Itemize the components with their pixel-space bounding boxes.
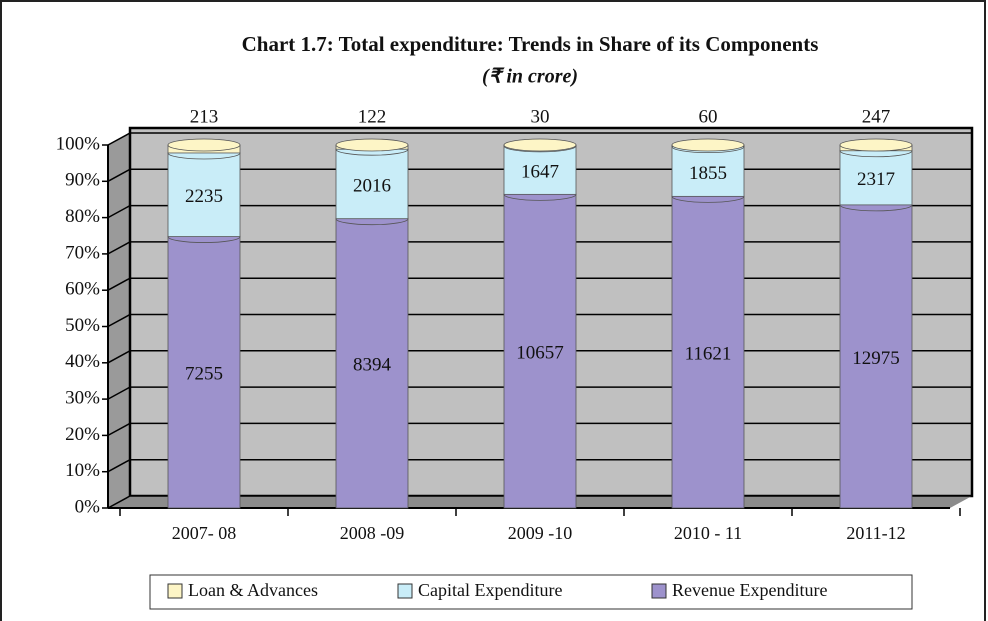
y-tick-label: 60% xyxy=(65,279,100,300)
bar-segment xyxy=(671,146,745,197)
legend-label: Capital Expenditure xyxy=(418,580,562,600)
x-tick-label: 2009 -10 xyxy=(508,523,573,543)
data-label: 7255 xyxy=(185,364,223,385)
bar-segment xyxy=(503,193,577,509)
bar-segment-cap xyxy=(167,138,241,152)
bar-segment-cap xyxy=(839,138,913,152)
x-tick-label: 2011-12 xyxy=(846,523,905,543)
legend-swatch xyxy=(397,583,413,599)
grid-line xyxy=(107,132,972,146)
data-label: 60 xyxy=(699,106,718,127)
bar-segment-cap xyxy=(671,138,745,152)
data-label: 30 xyxy=(531,106,550,127)
bar-segment xyxy=(167,152,241,237)
legend-label: Revenue Expenditure xyxy=(672,580,827,600)
bar-segment-cap xyxy=(335,138,409,152)
data-label: 122 xyxy=(358,106,387,127)
y-tick-label: 40% xyxy=(65,351,100,372)
y-tick-label: 100% xyxy=(56,133,101,154)
y-tick-label: 20% xyxy=(65,424,100,445)
x-tick-label: 2010 - 11 xyxy=(674,523,742,543)
y-tick-label: 30% xyxy=(65,387,100,408)
data-label: 10657 xyxy=(516,343,564,364)
legend xyxy=(149,574,913,610)
bar-segment xyxy=(671,195,745,509)
legend-swatch xyxy=(167,583,183,599)
data-label: 2235 xyxy=(185,186,223,207)
legend-label: Loan & Advances xyxy=(188,580,318,600)
data-label: 12975 xyxy=(852,348,900,369)
bar-segment xyxy=(335,148,409,220)
y-tick-label: 70% xyxy=(65,242,100,263)
legend-swatch xyxy=(651,583,667,599)
y-tick-label: 50% xyxy=(65,315,100,336)
data-label: 2317 xyxy=(857,169,895,190)
bar-segment-cap xyxy=(503,138,577,152)
x-tick-label: 2008 -09 xyxy=(340,523,405,543)
x-tick-label: 2007- 08 xyxy=(172,523,237,543)
bar-segment xyxy=(335,218,409,509)
bar-segment xyxy=(167,236,241,509)
y-tick-label: 90% xyxy=(65,170,100,191)
y-tick-label: 0% xyxy=(75,496,101,517)
data-label: 247 xyxy=(862,106,891,127)
data-label: 2016 xyxy=(353,175,391,196)
data-label: 1855 xyxy=(689,163,727,184)
bar-segment xyxy=(839,204,913,509)
data-label: 1647 xyxy=(521,161,559,182)
bar-segment xyxy=(839,150,913,206)
y-tick-label: 10% xyxy=(65,460,100,481)
chart-title: Chart 1.7: Total expenditure: Trends in … xyxy=(242,32,819,56)
chart-subtitle: (₹ in crore) xyxy=(482,66,578,88)
data-label: 213 xyxy=(190,106,219,127)
y-tick-label: 80% xyxy=(65,206,100,227)
data-label: 11621 xyxy=(685,344,732,365)
data-label: 8394 xyxy=(353,355,392,376)
